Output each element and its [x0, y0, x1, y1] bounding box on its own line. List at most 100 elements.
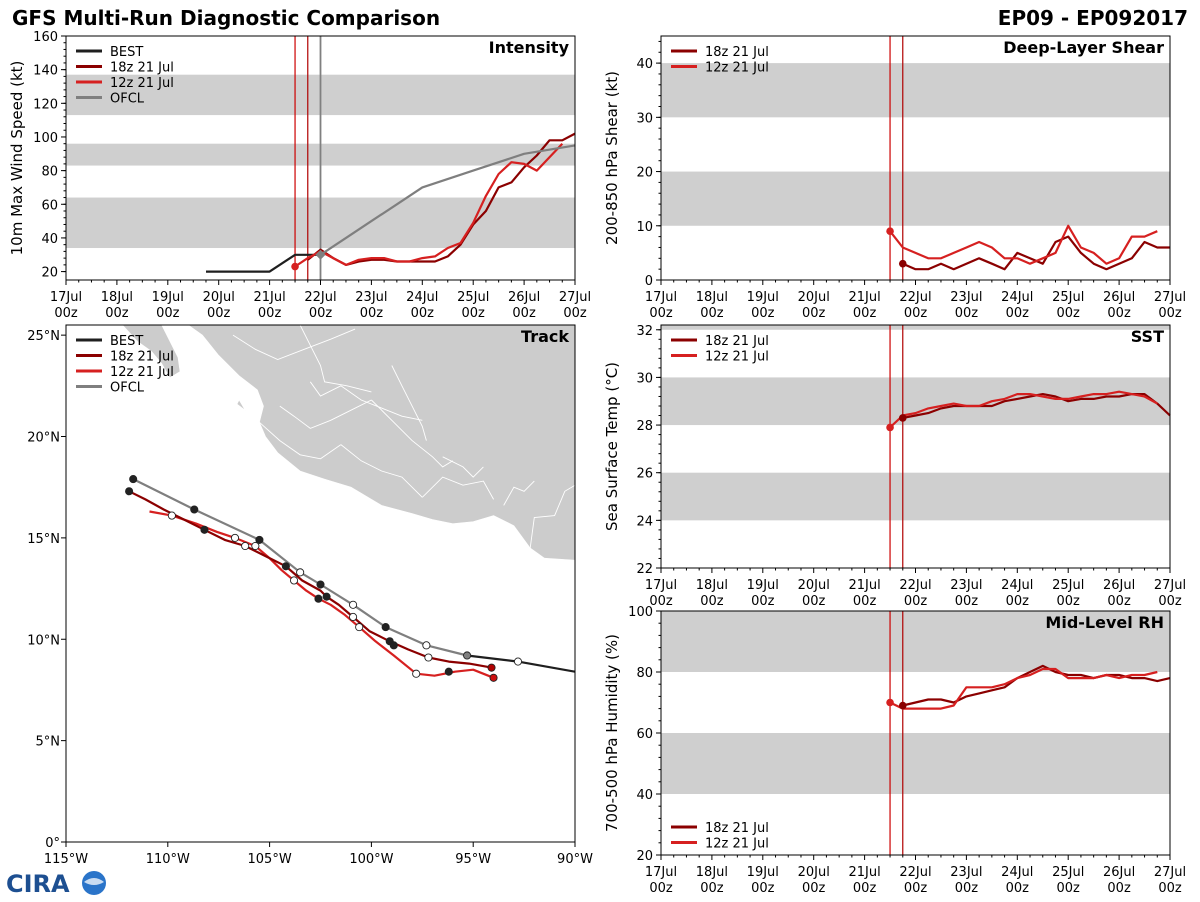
shear-xtick-label-line: 00z	[955, 306, 979, 321]
rh-xtick-label-line: 20Jul	[798, 865, 830, 880]
track-xtick-label: 115°W	[44, 852, 88, 867]
track-position-marker	[422, 641, 431, 650]
sst-xtick-label-line: 00z	[904, 594, 928, 609]
rh-xtick-label: 19Jul 00z	[747, 865, 779, 896]
track-position-marker	[190, 505, 199, 514]
sst-xtick-label: 19Jul 00z	[747, 578, 779, 609]
track-legend-label: BEST	[110, 334, 143, 349]
state-border	[503, 480, 535, 506]
intensity-xtick-label-line: 26Jul	[508, 290, 540, 305]
intensity-xtick-label: 20Jul 00z	[203, 290, 235, 321]
intensity-title: Intensity	[489, 38, 570, 57]
track-series-run18z	[128, 490, 492, 669]
track-position-marker	[389, 641, 398, 650]
rh-xtick-label-line: 00z	[1006, 881, 1030, 896]
rh-xtick-label: 20Jul 00z	[798, 865, 830, 896]
shear-xtick-label-line: 00z	[1057, 306, 1081, 321]
track-position-marker	[129, 475, 138, 484]
sst-xtick-label: 17Jul 00z	[645, 578, 677, 609]
intensity-xtick-label: 17Jul 00z	[50, 290, 82, 321]
rh-band	[661, 611, 1170, 672]
sst-series-run12z	[889, 390, 1158, 429]
intensity-ytick-label: 160	[33, 30, 58, 45]
intensity-ytick-label: 100	[33, 131, 58, 146]
state-border	[309, 381, 423, 421]
intensity-ytick-label: 140	[33, 64, 58, 79]
sst-legend-label: 18z 21 Jul	[705, 334, 769, 349]
rh-xtick-label: 25Jul 00z	[1052, 865, 1084, 896]
rh-xtick-label: 18Jul 00z	[696, 865, 728, 896]
track-position-marker	[381, 623, 390, 632]
intensity-series-ofcl	[319, 144, 576, 256]
track-legend-label: OFCL	[110, 381, 145, 396]
shear-xtick-label-line: 17Jul	[645, 290, 677, 305]
shear-xtick-label-line: 00z	[853, 306, 877, 321]
track-position-marker	[463, 651, 472, 660]
sst-ylabel: Sea Surface Temp (°C)	[603, 362, 621, 531]
sst-xtick-label: 22Jul 00z	[899, 578, 931, 609]
shear-xtick-label: 24Jul 00z	[1001, 290, 1033, 321]
rh-xtick-label-line: 27Jul	[1154, 865, 1186, 880]
rh-xtick-label-line: 00z	[1158, 881, 1182, 896]
track-position-marker	[230, 533, 240, 542]
rh-legend-label: 12z 21 Jul	[705, 837, 769, 852]
sst-xtick-label-line: 00z	[1006, 594, 1030, 609]
intensity-xtick-label-line: 19Jul	[152, 290, 184, 305]
state-border	[442, 456, 484, 478]
track-xtick-label: 110°W	[146, 852, 190, 867]
shear-band	[661, 63, 1170, 118]
track-position-marker	[289, 576, 299, 585]
sst-point-marker	[898, 414, 907, 422]
rh-title: Mid-Level RH	[1045, 613, 1164, 632]
shear-ytick-label: 20	[636, 166, 653, 181]
intensity-ylabel: 10m Max Wind Speed (kt)	[8, 61, 26, 256]
intensity-xtick-label-line: 00z	[309, 306, 333, 321]
track-position-marker	[424, 653, 433, 662]
shear-ytick-label: 30	[636, 111, 653, 126]
sst-xtick-label-line: 25Jul	[1052, 578, 1084, 593]
rh-xtick-label-line: 00z	[853, 881, 877, 896]
rh-xtick-label-line: 22Jul	[899, 865, 931, 880]
shear-xtick-label: 19Jul 00z	[747, 290, 779, 321]
rh-xtick-label-line: 17Jul	[645, 865, 677, 880]
rh-ytick-label: 40	[636, 788, 653, 803]
intensity-ytick-label: 80	[41, 165, 58, 180]
intensity-xtick-label-line: 00z	[105, 306, 129, 321]
track-position-marker	[487, 663, 496, 672]
track-position-marker	[255, 535, 264, 544]
track-position-marker	[125, 487, 134, 496]
sst-band	[661, 472, 1170, 521]
intensity-xtick-label-line: 00z	[462, 306, 486, 321]
shear-ylabel: 200-850 hPa Shear (kt)	[603, 71, 621, 245]
sst-legend-label: 12z 21 Jul	[705, 350, 769, 365]
track-legend-label: 18z 21 Jul	[110, 350, 174, 365]
intensity-xtick-label: 27Jul 00z	[559, 290, 591, 321]
intensity-xtick-label-line: 24Jul	[406, 290, 438, 305]
rh-xtick-label-line: 00z	[904, 881, 928, 896]
sst-xtick-label-line: 00z	[1107, 594, 1131, 609]
intensity-xtick-label-line: 00z	[207, 306, 231, 321]
intensity-point-marker	[315, 249, 326, 260]
shear-series-run12z	[889, 224, 1158, 265]
track-ytick-label: 25°N	[27, 329, 60, 344]
sst-xtick-label: 18Jul 00z	[696, 578, 728, 609]
sst-point-marker	[886, 423, 894, 432]
rh-xtick-label: 24Jul 00z	[1001, 865, 1033, 896]
sst-ytick-label: 24	[636, 514, 653, 529]
sst-ytick-label: 30	[636, 371, 653, 386]
state-border	[299, 325, 372, 393]
sst-xtick-label-line: 23Jul	[950, 578, 982, 593]
sst-xtick-label-line: 19Jul	[747, 578, 779, 593]
rh-point-marker	[886, 698, 894, 707]
rh-xtick-label-line: 23Jul	[950, 865, 982, 880]
track-position-marker	[200, 525, 209, 534]
track-position-marker	[349, 600, 358, 609]
track-ytick-label: 15°N	[27, 532, 60, 547]
shear-xtick-label-line: 00z	[1107, 306, 1131, 321]
sst-xtick-label-line: 26Jul	[1103, 578, 1135, 593]
intensity-xtick-label-line: 18Jul	[101, 290, 133, 305]
sst-xtick-label-line: 20Jul	[798, 578, 830, 593]
sst-ytick-label: 22	[636, 562, 653, 577]
track-ytick-label: 5°N	[36, 735, 61, 750]
sst-xtick-label: 21Jul 00z	[848, 578, 880, 609]
